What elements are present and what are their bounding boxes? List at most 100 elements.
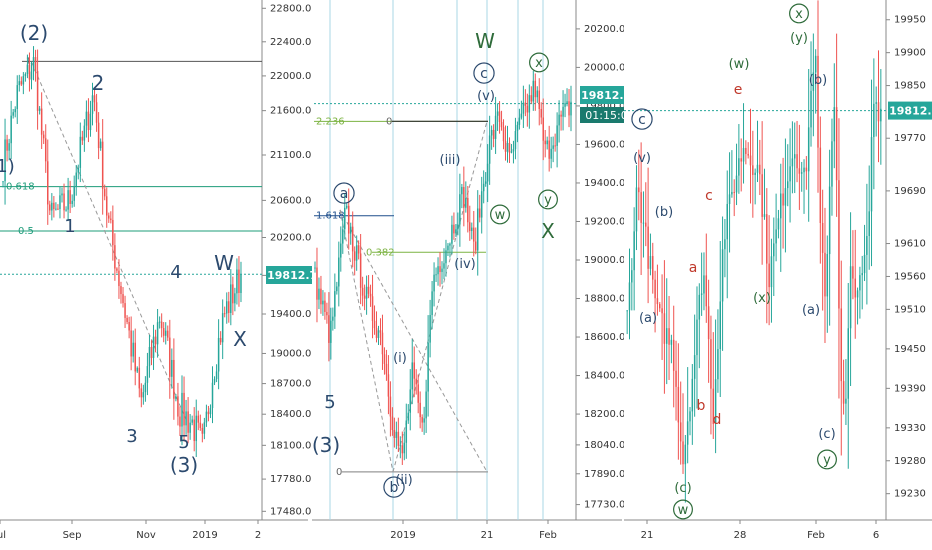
panel-2-candle <box>431 291 433 316</box>
panel-3-candle <box>807 127 810 172</box>
panel-3-y-tick-label: 19510 <box>894 304 926 315</box>
panel-2-wave-label: (ii) <box>395 473 412 488</box>
panel-3-candle <box>775 229 777 244</box>
panel-3-candle <box>856 290 859 298</box>
panel-3-candle <box>866 236 868 255</box>
panel-3-candle <box>705 275 708 307</box>
panel-2-candle <box>471 227 473 232</box>
panel-1-candle <box>130 330 132 357</box>
panel-1-candle <box>44 138 47 162</box>
panel-1-fib-label: 0.618 <box>6 182 35 193</box>
panel-1-candle <box>162 328 165 336</box>
panel-2-candle <box>371 296 374 321</box>
panel-1-candle <box>160 321 163 329</box>
panel-3-candle <box>754 172 756 175</box>
panel-2-candle <box>395 431 398 438</box>
panel-1-candle <box>122 294 124 304</box>
panel-2-candle <box>564 103 566 107</box>
panel-3-candle <box>628 282 631 311</box>
panel-2-candle <box>447 245 449 251</box>
panel-3-x-tick-label: Feb <box>807 530 825 541</box>
panel-3-candle <box>784 188 787 206</box>
panel-2-candle <box>405 420 408 443</box>
panel-2-candle <box>318 288 320 300</box>
panel-1-wave-label: (2) <box>20 21 48 45</box>
panel-1-candle <box>148 346 151 367</box>
panel-1-candle <box>67 190 69 210</box>
panel-1-candle <box>110 218 112 220</box>
panel-2-candle <box>433 274 435 292</box>
panel-3-candle <box>817 55 819 148</box>
panel-1-y-tick-label: 17780.00 <box>270 474 318 485</box>
panel-3-candle <box>868 211 870 237</box>
panel-2-candle <box>357 245 360 254</box>
panel-2-candle <box>316 267 318 300</box>
panel-3-candle <box>849 266 852 329</box>
panel-2-candle <box>393 430 396 438</box>
panel-2-wave-label: (3) <box>312 433 340 457</box>
panel-2-level-label: 1.618 <box>316 211 345 222</box>
panel-2-wave-label: (iii) <box>440 153 461 168</box>
panel-2-candle <box>373 320 376 329</box>
panel-1-candle <box>189 422 191 433</box>
panel-1-wave-label: (3) <box>170 453 198 477</box>
panel-1-candle <box>142 392 145 398</box>
panel-2-candle <box>520 113 523 118</box>
panel-1-candle <box>223 313 226 315</box>
panel-2-y-tick-label: 17730.00 <box>584 500 632 511</box>
panel-1-candle <box>146 366 149 383</box>
panel-3-price-tag-bg <box>888 101 932 120</box>
panel-2-candle <box>345 205 348 208</box>
panel-1-candle <box>199 422 202 428</box>
panel-1-candle <box>14 108 16 113</box>
panel-1-level-label: 1 <box>26 56 31 65</box>
panel-2-y-tick-label: 19600.00 <box>584 139 632 150</box>
panel-2-wave-label: X <box>541 219 555 243</box>
panel-2-candle <box>540 108 542 118</box>
panel-2-candle <box>478 208 481 218</box>
panel-2-candle <box>347 205 350 234</box>
panel-2-candle <box>494 115 497 139</box>
panel-2-candle <box>421 417 423 423</box>
panel-3-candle <box>649 256 652 269</box>
panel-3-candle <box>658 304 661 309</box>
panel-3-candle <box>686 421 689 445</box>
panel-3-candle <box>679 422 682 442</box>
panel-1-candle <box>140 388 143 398</box>
panel-2-candle <box>353 251 356 261</box>
panel-2-candle <box>443 263 445 269</box>
panel-2-candle <box>338 257 340 287</box>
panel-1-wave-label: 5 <box>178 432 189 453</box>
panel-3-candle <box>870 137 873 212</box>
panel-1-candle <box>228 301 230 313</box>
panel-2-wave-label: (i) <box>393 351 407 366</box>
panel-2-candle <box>465 198 467 208</box>
panel-3-candle <box>684 444 687 465</box>
panel-3-candle <box>642 222 645 224</box>
panel-3-candle <box>877 102 880 122</box>
panel-2-candle <box>476 208 479 251</box>
panel-3-candle <box>745 147 747 154</box>
panel-1-candle <box>158 321 161 323</box>
panel-3-candle <box>828 186 831 255</box>
panel-2-candle <box>441 268 443 272</box>
panel-3-candle <box>645 222 647 227</box>
panel-3-wave-label: (c) <box>674 481 691 496</box>
panel-2-countdown: 01:15:02 <box>585 109 634 122</box>
panel-2-candle <box>355 245 358 261</box>
panel-2-y-tick-label: 18040.00 <box>584 440 632 451</box>
panel-2-candle <box>403 442 406 454</box>
panel-1-candle <box>108 215 110 219</box>
panel-1-candle <box>101 141 104 189</box>
panel-2-wave-label: w <box>495 208 506 223</box>
panel-1-y-tick-label: 21600.00 <box>270 106 318 117</box>
panel-1-candle <box>8 143 10 151</box>
panel-1-candle <box>219 337 222 343</box>
panel-2-wave-label: (iv) <box>454 257 475 272</box>
panel-1-candle <box>187 411 189 433</box>
panel-2-y-tick-label: 19800.00 <box>584 101 632 112</box>
panel-3-candle <box>733 191 735 193</box>
panel-1-candle <box>95 102 98 123</box>
panel-3-candle <box>803 167 805 173</box>
panel-3-candle <box>638 187 640 193</box>
